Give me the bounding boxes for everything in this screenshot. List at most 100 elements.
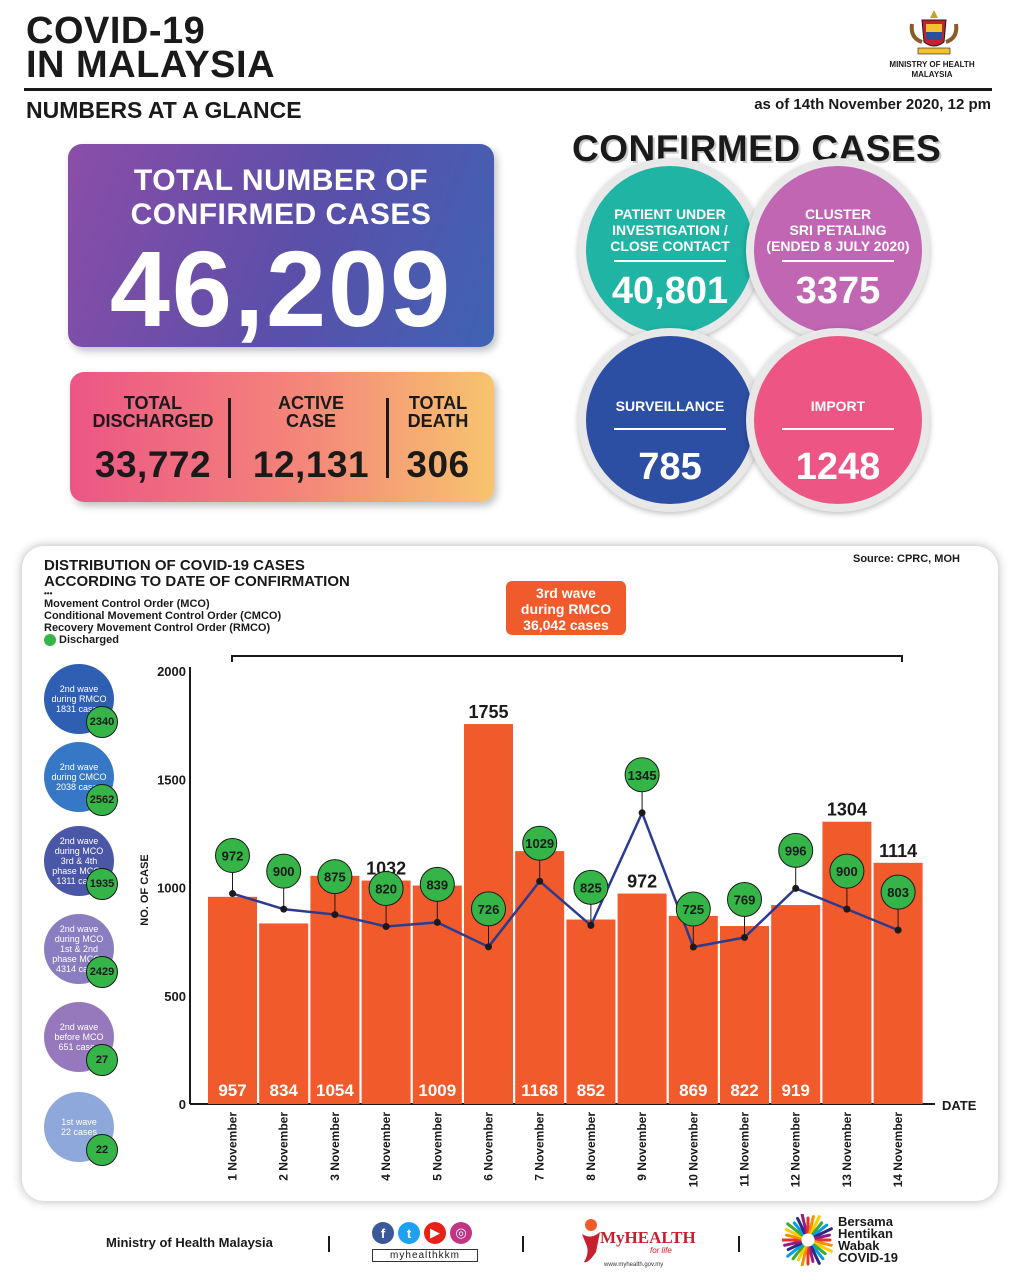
coat-of-arms-icon <box>909 10 959 55</box>
burst-ray <box>812 1223 829 1237</box>
active-label-1: ACTIVE <box>277 393 344 413</box>
active-value: 12,131 <box>252 444 370 485</box>
x-tick-label: 2 November <box>277 1112 291 1181</box>
import-circle: IMPORT 1248 <box>746 328 930 512</box>
bar-value-label: 1304 <box>827 800 867 820</box>
wave-circle-text: 1831 cases <box>55 704 103 714</box>
wave-circle-text: 2nd wave <box>59 924 99 934</box>
bar <box>720 926 769 1104</box>
bar-value-label: 1032 <box>366 859 406 879</box>
wave-circle-text: phase MCO - <box>52 954 106 964</box>
cluster-label-2: SRI PETALING <box>789 222 887 238</box>
burst-ray <box>796 1216 807 1235</box>
bersama-line-3: Wabak <box>838 1238 880 1253</box>
cluster-divider <box>782 260 894 262</box>
wave-circle-text: 3rd & 4th <box>60 856 98 866</box>
pui-divider <box>614 260 726 262</box>
bar <box>208 896 257 1104</box>
facebook-icon[interactable]: f <box>372 1222 394 1244</box>
distribution-title: DISTRIBUTION OF COVID-19 CASES ACCORDING… <box>44 558 350 590</box>
pui-value: 40,801 <box>611 270 729 312</box>
burst-ray <box>814 1240 833 1247</box>
burst-ray <box>811 1221 824 1236</box>
total-cases-label: TOTAL NUMBER OF CONFIRMED CASES <box>68 164 494 232</box>
burst-ray <box>811 1244 825 1261</box>
bar-value-label: 834 <box>270 1081 299 1100</box>
x-tick-label: 11 November <box>738 1112 752 1187</box>
discharged-value-label: 900 <box>273 864 295 879</box>
wave-circle-text: 4314 cases <box>55 964 103 974</box>
bar-value-label: 972 <box>627 872 657 892</box>
discharged-badge <box>573 869 609 905</box>
surveillance-label: SURVEILLANCE <box>615 398 725 414</box>
bar <box>566 919 616 1104</box>
third-wave-box: 3rd wave during RMCO 36,042 cases <box>506 581 626 635</box>
wave-circle-text: phase MCO - <box>52 866 106 876</box>
wave-discharged-badge: 2340 <box>86 706 118 738</box>
bar-value-label: 1009 <box>418 1081 456 1100</box>
bar-value-label: 957 <box>218 1081 246 1100</box>
discharged-value-label: 839 <box>426 877 448 892</box>
burst-ray <box>783 1240 802 1247</box>
burst-ray <box>813 1241 833 1253</box>
burst-ray <box>812 1243 827 1256</box>
bar-value-label: 919 <box>782 1081 810 1100</box>
x-tick-label: 13 November <box>840 1112 854 1188</box>
instagram-icon[interactable]: ◎ <box>450 1222 472 1244</box>
cluster-value: 3375 <box>795 270 881 312</box>
as-of-date: as of 14th November 2020, 12 pm <box>754 96 991 113</box>
discharged-value-label: 996 <box>785 843 807 858</box>
active-label-2: CASE <box>285 411 336 431</box>
x-tick-label: 1 November <box>226 1112 240 1181</box>
x-tick-label: 14 November <box>891 1112 905 1188</box>
discharged-badge <box>624 757 660 793</box>
legend-mco: Movement Control Order (MCO) <box>44 598 210 610</box>
x-tick-label: 4 November <box>379 1112 393 1181</box>
death-label-2: DEATH <box>407 411 469 431</box>
bar-value-label: 1054 <box>316 1081 354 1100</box>
bar-value-label: 852 <box>577 1081 605 1100</box>
x-tick-label: 5 November <box>430 1112 444 1181</box>
discharged-value: 33,772 <box>94 444 212 485</box>
discharged-badge <box>522 825 558 861</box>
wave-circle-text: before MCO <box>54 1032 104 1042</box>
cluster-label-3: (ENDED 8 JULY 2020) <box>766 238 910 254</box>
header-divider <box>24 88 992 91</box>
burst-ray <box>786 1243 804 1258</box>
y-tick-label: 0 <box>179 1097 186 1112</box>
bar-value-label: 869 <box>679 1081 707 1100</box>
import-divider <box>782 428 894 430</box>
x-tick-label: 7 November <box>533 1112 547 1181</box>
myhealth-url: www.myhealth.gov.my <box>604 1262 664 1268</box>
cluster-label-1: CLUSTER <box>804 206 872 222</box>
wave-circle-text: during RMCO <box>51 694 107 704</box>
discharged-value-label: 769 <box>734 893 756 908</box>
third-wave-bracket <box>231 655 903 662</box>
import-value: 1248 <box>795 446 881 488</box>
discharged-stat: TOTAL DISCHARGED 33,772 <box>78 394 228 486</box>
x-tick-label: 9 November <box>635 1112 649 1181</box>
youtube-icon[interactable]: ▶ <box>424 1222 446 1244</box>
twitter-icon[interactable]: t <box>398 1222 420 1244</box>
bar-value-label: 822 <box>730 1081 758 1100</box>
burst-ray <box>786 1241 803 1252</box>
pui-label-2: INVESTIGATION / <box>612 222 728 238</box>
discharged-badge <box>880 874 916 910</box>
y-tick-label: 2000 <box>157 664 186 679</box>
bersama-line-4: COVID-19 <box>838 1250 898 1265</box>
total-label-line-1: TOTAL NUMBER OF <box>133 164 429 197</box>
cluster-circle: CLUSTER SRI PETALING (ENDED 8 JULY 2020)… <box>746 158 930 342</box>
x-axis-label: DATE <box>942 1098 977 1113</box>
burst-ray <box>791 1244 805 1261</box>
source-note: Source: CPRC, MOH <box>853 553 960 565</box>
discharged-badge <box>419 866 455 902</box>
x-tick-label: 3 November <box>328 1112 342 1181</box>
legend-rmco: Recovery Movement Control Order (RMCO) <box>44 622 271 634</box>
discharged-value-label: 726 <box>478 902 500 917</box>
x-tick-label: 12 November <box>789 1112 803 1188</box>
death-value: 306 <box>406 444 470 485</box>
burst-ray <box>800 1214 808 1234</box>
ministry-line-2: MALAYSIA <box>911 70 953 79</box>
x-tick-label: 6 November <box>482 1112 496 1181</box>
discharged-badge <box>829 853 865 889</box>
